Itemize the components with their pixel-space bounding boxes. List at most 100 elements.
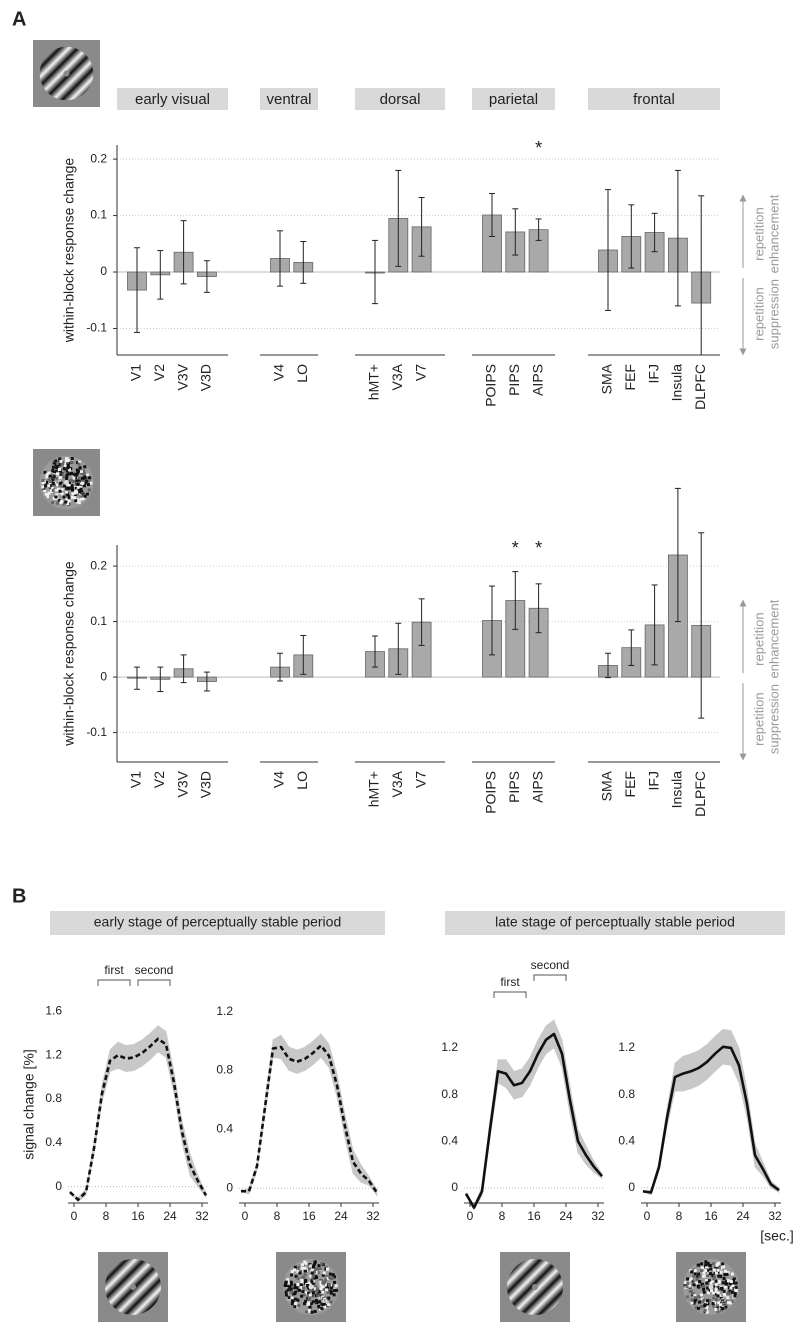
x-tick-label: V2 [151,364,167,381]
noise-dot [716,1304,720,1308]
noise-dot [729,1286,733,1290]
noise-dot [311,1267,315,1271]
bracket-label: second [531,958,570,972]
noise-dot [326,1285,330,1289]
panel-label: B [12,885,26,907]
noise-dot [291,1299,295,1303]
x-tick-label: SMA [599,770,615,801]
noise-dot [330,1286,334,1290]
noise-dot [716,1310,720,1314]
noise-dot [308,1293,312,1297]
noise-dot [292,1292,296,1296]
noise-dot [714,1307,718,1311]
x-tick-label: DLPFC [692,771,708,817]
noise-dot [725,1282,729,1286]
chart-title: late stage of perceptually stable period [495,914,735,930]
side-label: suppression [766,684,781,754]
noise-dot [713,1275,717,1279]
noise-dot [722,1276,726,1280]
noise-dot [690,1270,694,1274]
error-bar [628,629,635,666]
noise-dot [322,1287,326,1291]
error-bar [698,532,705,719]
noise-dot [56,487,60,491]
noise-dot [321,1281,325,1285]
noise-dot [704,1260,708,1264]
noise-dot [76,481,80,485]
noise-dot [331,1276,335,1280]
noise-dot [47,484,51,488]
noise-dot [290,1273,294,1277]
noise-dot [82,472,86,476]
noise-dot [61,472,65,476]
x-tick-label: V4 [271,364,287,381]
stimulus-icon [676,1252,746,1322]
noise-dot [726,1296,730,1300]
noise-dot [704,1263,708,1267]
noise-dot [80,476,84,480]
error-band [360,1163,370,1186]
stimulus-icon [276,1252,346,1322]
noise-dot [309,1274,313,1278]
y-tick-label: 0 [55,1179,62,1193]
noise-dot [733,1292,737,1296]
noise-dot [711,1302,715,1306]
noise-dot [323,1305,327,1309]
noise-dot [717,1280,721,1284]
noise-dot [717,1274,721,1278]
noise-dot [322,1271,326,1275]
noise-dot [320,1307,324,1311]
noise-dot [313,1267,317,1271]
noise-dot [55,483,59,487]
noise-dot [297,1265,301,1269]
noise-dot [66,466,70,470]
noise-dot [55,461,59,465]
noise-dot [700,1266,704,1270]
noise-dot [293,1305,297,1309]
noise-dot [731,1281,735,1285]
noise-dot [300,1263,304,1267]
error-bar [674,169,681,307]
noise-dot [73,476,77,480]
group-label-box [472,88,555,110]
noise-dot [314,1299,318,1303]
noise-dot [724,1279,728,1283]
noise-dot [67,486,71,490]
noise-dot [699,1284,703,1288]
noise-dot [733,1287,737,1291]
noise-dot [693,1272,697,1276]
noise-dot [719,1270,723,1274]
noise-dot [284,1280,288,1284]
noise-dot [61,462,65,466]
noise-dot [302,1293,306,1297]
fixation [532,1284,538,1290]
noise-dot [304,1261,308,1265]
noise-dot [728,1301,732,1305]
x-tick-label: PIPS [506,771,522,803]
noise-dot [67,472,71,476]
noise-dot [329,1300,333,1304]
noise-dot [307,1295,311,1299]
noise-dot [692,1275,696,1279]
x-tick-label: LO [294,771,310,790]
noise-dot [324,1267,328,1271]
noise-dot [313,1287,317,1291]
noise-dot [79,496,83,500]
x-tick-label: V4 [271,771,287,788]
noise-dot [722,1291,726,1295]
noise-dot [698,1275,702,1279]
noise-dot [315,1287,319,1291]
noise-dot [293,1283,297,1287]
noise-dot [82,497,86,501]
noise-dot [75,473,79,477]
noise-dot [76,498,80,502]
noise-dot [47,471,51,475]
x-tick-label: SMA [599,363,615,394]
side-label: suppression [766,279,781,349]
x-tick-label: POIPS [483,364,499,407]
noise-dot [317,1289,321,1293]
x-tick-label: 32 [366,1209,380,1223]
x-tick-label: hMT+ [366,364,382,400]
noise-dot [84,481,88,485]
noise-dot [304,1299,308,1303]
